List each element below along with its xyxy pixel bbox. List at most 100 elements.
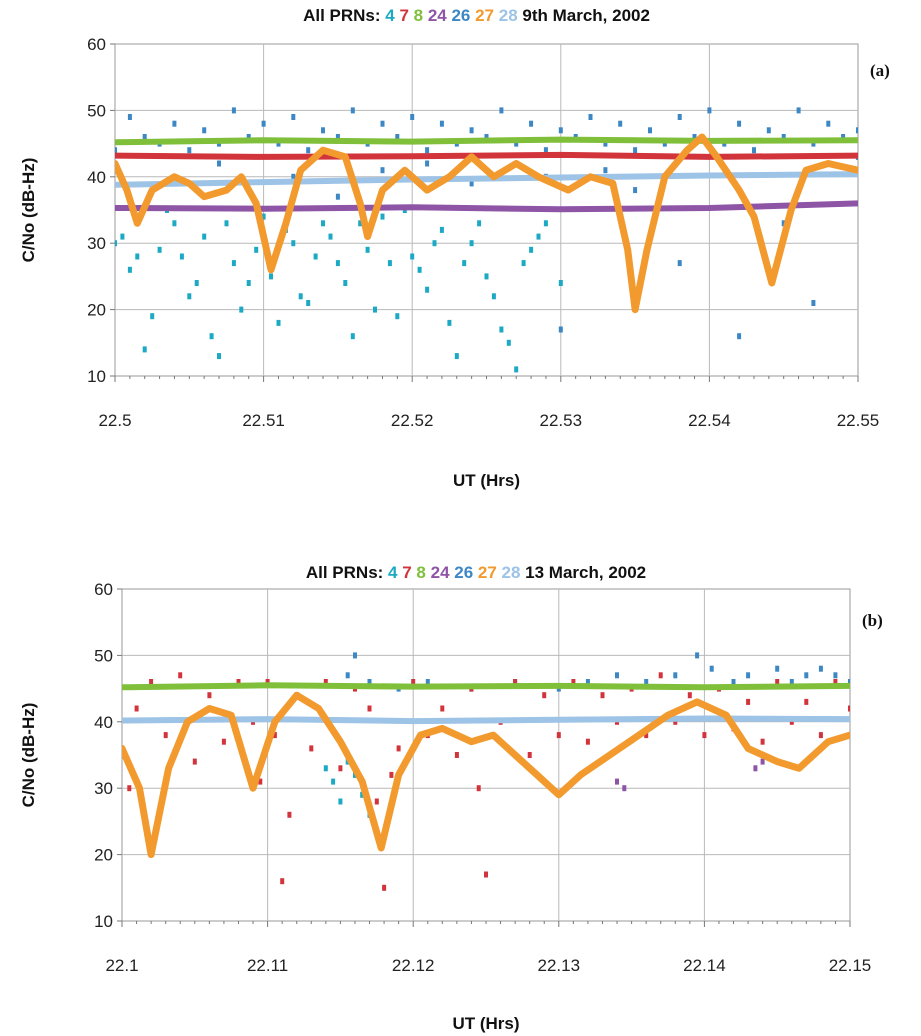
point-prn-4: [358, 220, 363, 227]
point-prn-26: [529, 120, 534, 127]
point-prn-7: [833, 679, 838, 685]
point-prn-7: [236, 679, 241, 685]
point-prn-4: [217, 353, 221, 360]
series-prn-8: [115, 136, 858, 146]
point-prn-4: [514, 366, 519, 373]
point-prn-7: [571, 679, 576, 685]
point-prn-4: [536, 233, 541, 240]
point-prn-4: [439, 226, 444, 233]
series-prn-7: [115, 151, 858, 160]
point-prn-4: [331, 778, 336, 785]
point-prn-4: [231, 260, 236, 267]
point-prn-4: [172, 220, 177, 227]
point-prn-7: [804, 698, 809, 705]
point-prn-7: [207, 692, 212, 699]
point-prn-7: [192, 758, 197, 765]
y-tick-label: 50: [87, 101, 106, 120]
point-prn-4: [558, 280, 563, 286]
chart-panel-a: 22.5 22.51 22.52 22.53 22.54 22.55 10 20 30 40 50 6…: [19, 6, 890, 490]
point-prn-4: [417, 266, 422, 273]
series-prn-24: [115, 200, 858, 213]
point-prn-4: [521, 260, 526, 267]
y-tick-label: 60: [87, 35, 106, 54]
legend-prn-27: 27: [478, 563, 502, 582]
x-axis-label: UT (Hrs): [453, 471, 520, 490]
point-prn-4: [224, 220, 229, 227]
point-prn-7: [476, 785, 481, 792]
point-prn-26: [695, 652, 700, 659]
y-tick-label: 30: [87, 234, 106, 253]
x-tick-label: 22.53: [540, 411, 583, 430]
point-prn-26: [781, 134, 786, 140]
point-prn-26: [425, 679, 430, 685]
point-prn-7: [440, 705, 445, 712]
point-prn-26: [789, 679, 794, 685]
point-prn-26: [811, 140, 816, 147]
point-prn-26: [410, 114, 415, 120]
point-prn-4: [484, 273, 489, 280]
x-tick-label: 22.52: [391, 411, 434, 430]
point-prn-7: [127, 785, 132, 792]
legend-prn-26: 26: [451, 6, 475, 25]
point-prn-7: [658, 672, 663, 679]
series-prn-8: [122, 682, 850, 691]
point-prn-26: [796, 107, 801, 114]
point-prn-26: [677, 114, 682, 120]
point-prn-4: [380, 213, 385, 220]
point-prn-7: [775, 679, 780, 685]
point-prn-4: [343, 280, 348, 286]
point-prn-26: [677, 260, 682, 267]
series-layer: [115, 107, 858, 373]
point-prn-26: [746, 672, 751, 679]
point-prn-7: [848, 705, 850, 712]
point-prn-7: [382, 884, 387, 891]
point-prn-4: [261, 213, 266, 220]
x-axis-label: UT (Hrs): [452, 1014, 519, 1033]
title-prefix: All PRNs:: [306, 563, 388, 582]
point-prn-4: [115, 240, 117, 247]
x-tick-label: 22.54: [688, 411, 731, 430]
point-prn-26: [514, 140, 519, 147]
legend-prn-24: 24: [428, 6, 452, 25]
point-prn-4: [187, 293, 192, 300]
point-prn-7: [178, 672, 183, 679]
point-prn-4: [298, 293, 303, 300]
point-prn-4: [323, 765, 328, 772]
point-prn-26: [731, 679, 736, 685]
point-prn-4: [120, 233, 125, 240]
point-prn-7: [374, 798, 379, 805]
point-prn-26: [439, 120, 444, 127]
point-prn-4: [499, 326, 504, 333]
y-tick-label: 20: [94, 846, 113, 865]
point-prn-26: [692, 134, 697, 140]
point-prn-26: [231, 107, 236, 114]
point-prn-7: [556, 732, 561, 739]
point-prn-26: [766, 127, 771, 134]
point-prn-26: [558, 326, 563, 333]
point-prn-4: [209, 333, 214, 340]
point-prn-4: [506, 339, 511, 346]
point-prn-4: [432, 240, 437, 247]
point-prn-4: [328, 233, 333, 240]
point-prn-26: [115, 147, 117, 154]
point-prn-26: [603, 140, 608, 147]
point-prn-26: [633, 147, 638, 154]
point-prn-26: [469, 180, 474, 187]
point-prn-4: [179, 253, 184, 260]
point-prn-7: [149, 679, 154, 685]
point-prn-7: [702, 732, 707, 739]
point-prn-26: [291, 114, 296, 120]
point-prn-7: [644, 732, 649, 739]
point-prn-4: [454, 353, 459, 360]
point-prn-7: [323, 679, 328, 685]
point-prn-7: [272, 732, 277, 739]
y-tick-label: 50: [94, 646, 113, 665]
point-prn-4: [543, 220, 548, 227]
point-prn-26: [291, 173, 296, 180]
point-prn-26: [775, 665, 780, 672]
point-prn-24: [753, 765, 758, 772]
point-prn-4: [194, 280, 199, 286]
point-prn-4: [239, 306, 244, 313]
legend-prn-4: 4: [385, 6, 399, 25]
